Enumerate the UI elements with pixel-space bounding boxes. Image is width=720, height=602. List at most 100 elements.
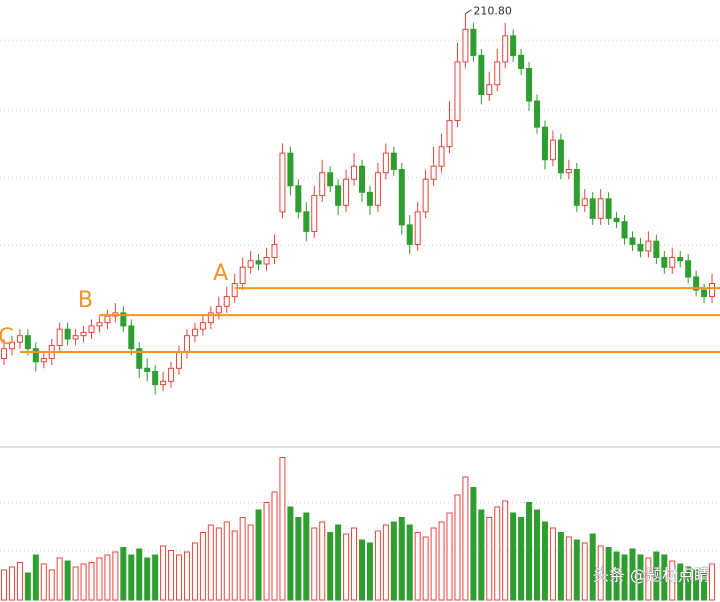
volume-bar [374, 530, 381, 601]
candle-body [494, 61, 501, 86]
candle-body [64, 328, 71, 340]
candle-body [486, 84, 493, 96]
candle-body [645, 240, 652, 252]
candle-body [88, 325, 95, 333]
volume-bar [557, 532, 564, 601]
candle-body [510, 35, 517, 56]
candle-body [605, 198, 612, 219]
candle-body [621, 221, 628, 239]
candle-body [374, 172, 381, 206]
candle-body [128, 325, 135, 350]
volume-bar [605, 547, 612, 601]
volume-bar [351, 527, 358, 601]
volume-bar [486, 517, 493, 601]
candle-body [32, 348, 39, 363]
candle-body [199, 322, 206, 330]
volume-bar [597, 545, 604, 601]
candle-body [271, 243, 278, 258]
candle-body [263, 256, 270, 265]
volume-bar [144, 557, 151, 601]
candle-body [573, 168, 580, 206]
candle-body [462, 28, 469, 63]
volume-bar [32, 554, 39, 601]
volume-bar [263, 502, 270, 601]
candle-body [414, 211, 421, 245]
volume-bar [398, 517, 405, 601]
candle-body [72, 335, 79, 340]
volume-bar [446, 512, 453, 601]
candle-body [351, 165, 358, 180]
volume-bar [629, 548, 636, 601]
volume-bar [701, 572, 708, 601]
candle-body [382, 152, 389, 174]
volume-bar [295, 517, 302, 601]
candle-body [152, 371, 159, 386]
volume-bar [406, 524, 413, 601]
volume-bar [319, 521, 326, 601]
candle-body [215, 305, 222, 314]
volume-bar [8, 566, 15, 601]
volume-bar [24, 572, 31, 601]
candle-body [319, 172, 326, 197]
volume-bar [613, 551, 620, 601]
volume-bar [56, 557, 63, 601]
volume-bar [287, 506, 294, 601]
volume-bar [96, 557, 103, 601]
volume-bar [223, 521, 230, 601]
volume-bar [40, 563, 47, 601]
candle-body [40, 358, 47, 363]
candle-body [104, 315, 111, 324]
candle-body [597, 198, 604, 219]
candle-body [653, 240, 660, 258]
candle-body [685, 260, 692, 278]
candle-body [359, 165, 365, 193]
candle-body [629, 237, 636, 245]
candle-body [701, 289, 708, 298]
candle-body [502, 35, 509, 63]
candle-body [478, 54, 485, 96]
candle-body [589, 198, 596, 219]
level-label: C [0, 325, 14, 350]
candle-body [56, 328, 63, 346]
volume-bar [462, 476, 469, 601]
volume-bar [693, 569, 700, 601]
volume-bar [518, 517, 525, 601]
candle-body [287, 152, 294, 187]
volume-bar [271, 491, 278, 601]
volume-bar [390, 521, 397, 601]
volume-bar [1, 569, 7, 601]
candle-body [343, 178, 350, 206]
volume-bar [255, 509, 262, 601]
candle-body [398, 168, 405, 226]
level-label: B [78, 288, 93, 313]
candle-body [327, 172, 334, 187]
volume-bar [231, 530, 238, 601]
volume-bar [335, 524, 342, 601]
volume-bar [709, 563, 716, 601]
annotation-pointer [465, 9, 472, 15]
volume-bar [478, 509, 485, 601]
candle-body [557, 139, 564, 174]
candle-body [541, 126, 548, 161]
volume-bar [136, 548, 143, 601]
volume-bar [589, 533, 596, 601]
volume-bar [303, 512, 310, 601]
volume-bar [502, 500, 509, 601]
volume-bar [637, 554, 644, 601]
volume-bar [247, 524, 254, 601]
volume-bar [645, 557, 652, 601]
candle-body [613, 217, 620, 223]
candle-body [669, 256, 676, 268]
volume-bar [470, 487, 477, 601]
volume-bar [549, 527, 556, 601]
volume-bar [168, 550, 175, 601]
volume-bar [534, 509, 541, 601]
watermark: 头条 @题材点睛 [593, 566, 710, 585]
candle-body [549, 139, 556, 161]
volume-bar [160, 545, 167, 601]
candle-body [677, 256, 684, 262]
candle-body [8, 341, 15, 350]
volume-bar [16, 562, 23, 601]
volume-bar [112, 551, 119, 601]
